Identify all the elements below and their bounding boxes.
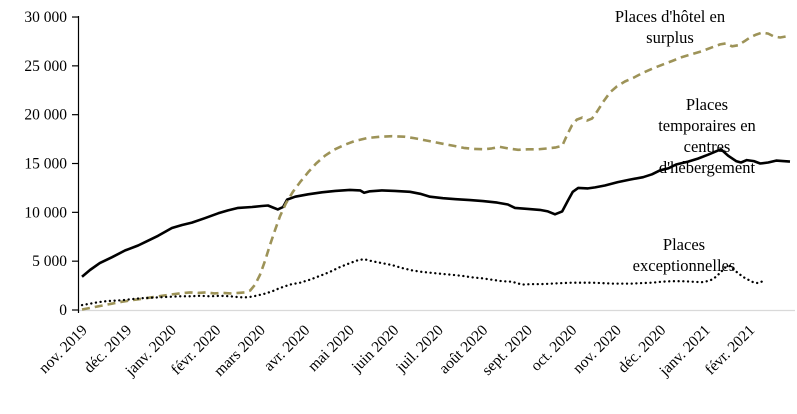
y-tick-label: 10 000 (24, 204, 67, 221)
y-tick-label: 30 000 (24, 9, 67, 26)
x-tick-label: nov. 2019 (36, 322, 91, 377)
x-tick-label: nov. 2020 (570, 322, 625, 377)
x-tick-label: mai 2020 (305, 322, 358, 375)
y-tick-label: 20 000 (24, 107, 67, 124)
annotation-line: Places (685, 95, 729, 114)
annotation-line: Places (662, 235, 706, 254)
annotation-line: surplus (646, 28, 694, 47)
x-tick-label: avr. 2020 (261, 322, 314, 375)
annotation-places-exceptionnelles: Places exceptionnelles (584, 234, 784, 276)
annotation-hotel-surplus: Places d'hôtel en surplus (570, 6, 770, 48)
series-line-exceptionnelles (80, 258, 765, 307)
annotation-line: temporaires en (658, 116, 756, 135)
annotation-places-temporaires: Places temporaires en centres d'hébergem… (607, 94, 797, 178)
x-tick-label: juin 2020 (348, 322, 403, 377)
annotation-line: centres (683, 137, 731, 156)
series-line-temporaires (81, 148, 791, 278)
annotation-line: exceptionnelles (632, 256, 736, 275)
x-tick-label: févr. 2021 (702, 322, 758, 378)
y-tick-label: 15 000 (24, 156, 67, 173)
annotation-line: d'hébergement (658, 158, 756, 177)
y-tick-label: 5 000 (32, 253, 67, 270)
annotation-line: Places d'hôtel en (614, 7, 726, 26)
y-tick-label: 0 (59, 302, 67, 319)
series-line-hotel_surplus (81, 31, 791, 311)
y-tick-label: 25 000 (24, 58, 67, 75)
